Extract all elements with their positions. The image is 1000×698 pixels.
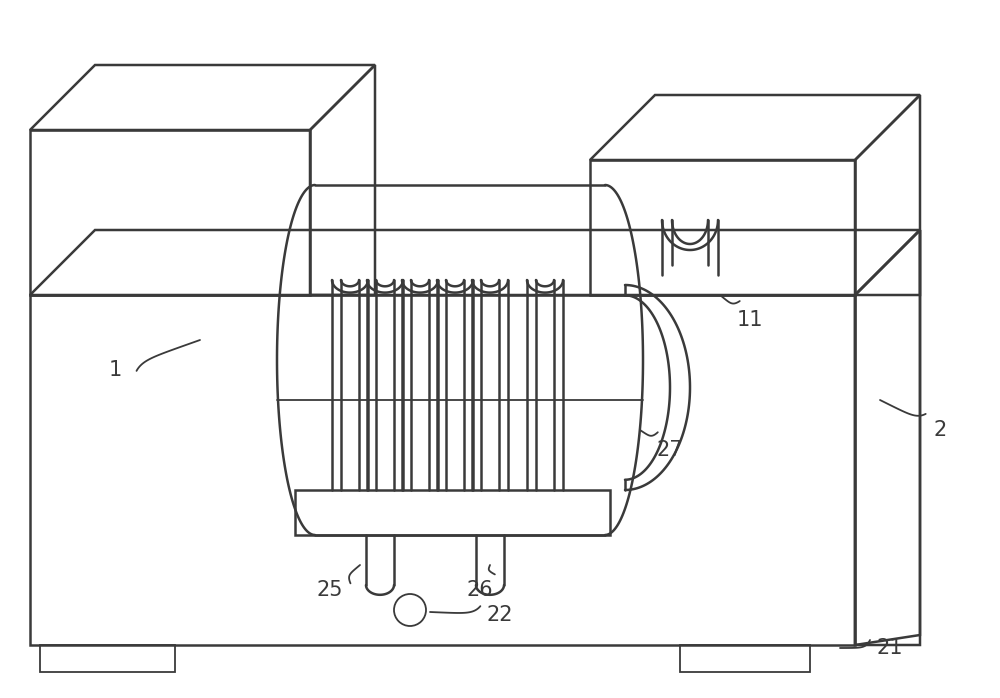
Text: 11: 11	[737, 310, 763, 330]
Text: 21: 21	[877, 638, 903, 658]
Text: 25: 25	[317, 580, 343, 600]
Text: 27: 27	[657, 440, 683, 460]
Text: 22: 22	[487, 605, 513, 625]
Text: 26: 26	[467, 580, 493, 600]
Text: 2: 2	[933, 420, 947, 440]
Text: 1: 1	[108, 360, 122, 380]
